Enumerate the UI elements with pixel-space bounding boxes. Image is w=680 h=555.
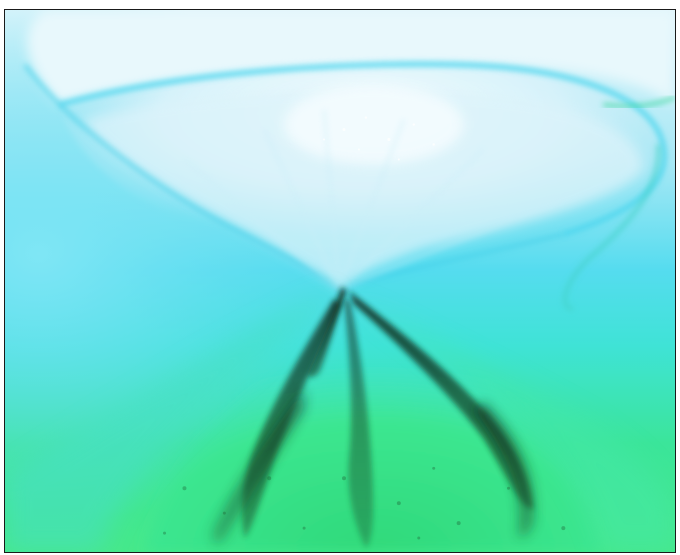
speckle-texture: [163, 466, 566, 540]
dark-streaks: [212, 286, 535, 549]
upper-bright-lobe: [27, 10, 675, 289]
image-frame: [4, 9, 676, 553]
false-color-plume-image: [5, 10, 675, 552]
converging-rays: [183, 109, 564, 291]
lobe-rim-lines: [23, 61, 675, 312]
upper-sparkles: [323, 116, 435, 161]
